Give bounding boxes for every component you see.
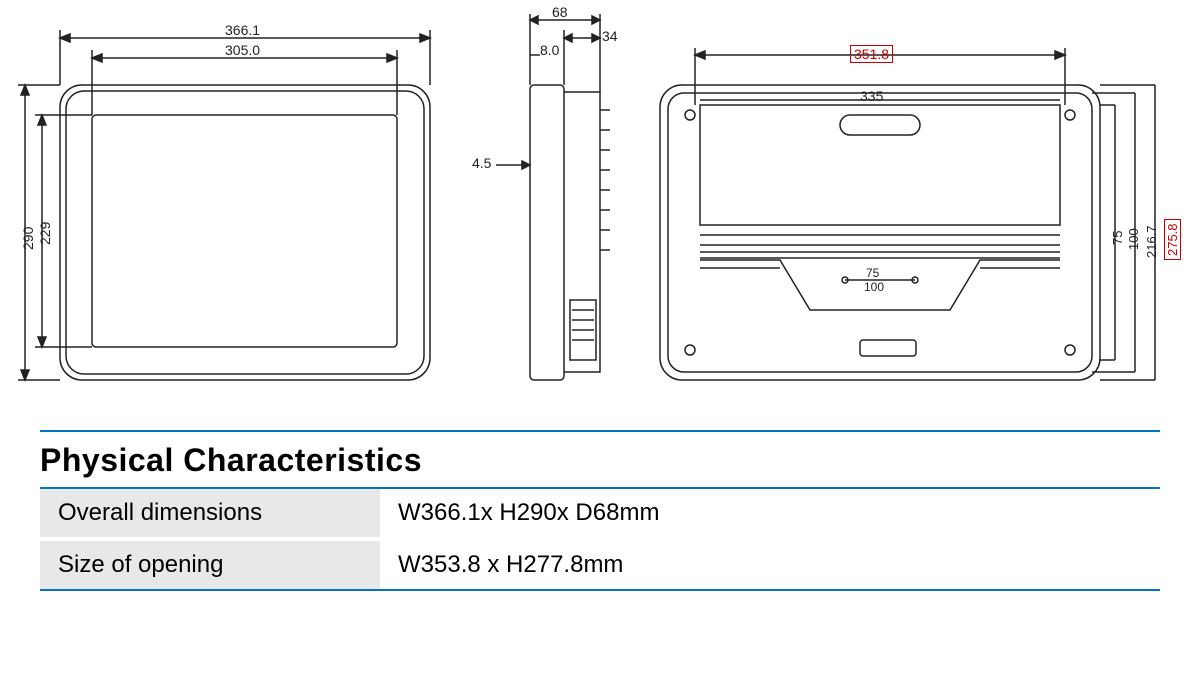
dim-rear-v75: 75 [1110, 231, 1125, 245]
dim-front-w-inner: 305.0 [225, 42, 260, 58]
dim-rear-v100: 100 [1126, 228, 1141, 250]
side-view [496, 14, 610, 380]
dim-rear-cutout-w: 351.8 [850, 45, 893, 63]
dim-front-h-inner: 229 [37, 222, 53, 245]
dimension-drawings: 366.1 305.0 290 229 68 34 8.0 4.5 351.8 … [0, 0, 1200, 430]
dim-side-edge: 4.5 [472, 155, 491, 171]
spec-label-overall: Overall dimensions [40, 489, 380, 541]
drawings-svg [0, 0, 1200, 430]
front-view [18, 30, 430, 380]
dim-front-h-outer: 290 [20, 227, 36, 250]
table-row: Overall dimensions W366.1x H290x D68mm [40, 489, 1160, 541]
dim-rear-mount-75: 75 [866, 266, 879, 280]
table-row: Size of opening W353.8 x H277.8mm [40, 541, 1160, 589]
dim-side-panel: 34 [602, 28, 618, 44]
dim-rear-v216: 216.7 [1144, 225, 1159, 258]
divider-top [40, 430, 1160, 432]
dim-rear-heatsink-w: 335 [860, 88, 883, 104]
section-title: Physical Characteristics [40, 442, 1160, 479]
spec-label-opening: Size of opening [40, 541, 380, 589]
dim-rear-mount-100: 100 [864, 280, 884, 294]
dim-side-sm: 8.0 [540, 42, 559, 58]
dim-front-w-outer: 366.1 [225, 22, 260, 38]
spec-table: Overall dimensions W366.1x H290x D68mm S… [40, 487, 1160, 591]
rear-view [660, 48, 1155, 380]
dim-side-depth: 68 [552, 4, 568, 20]
dim-rear-v275: 275.8 [1164, 219, 1181, 260]
spec-value-overall: W366.1x H290x D68mm [380, 489, 1160, 541]
spec-value-opening: W353.8 x H277.8mm [380, 541, 1160, 589]
